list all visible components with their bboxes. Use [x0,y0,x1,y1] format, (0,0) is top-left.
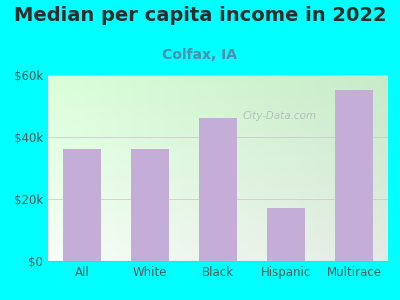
Bar [267,208,305,261]
Bar [63,149,101,261]
Text: City-Data.com: City-Data.com [242,111,316,121]
Bar [335,91,373,261]
Bar [199,118,237,261]
Bar [131,149,169,261]
Text: Median per capita income in 2022: Median per capita income in 2022 [14,6,386,25]
Text: Colfax, IA: Colfax, IA [162,48,238,62]
